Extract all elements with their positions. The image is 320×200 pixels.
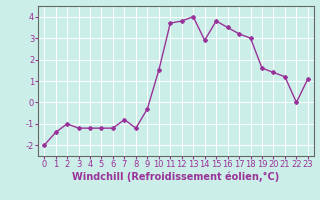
X-axis label: Windchill (Refroidissement éolien,°C): Windchill (Refroidissement éolien,°C) <box>72 172 280 182</box>
